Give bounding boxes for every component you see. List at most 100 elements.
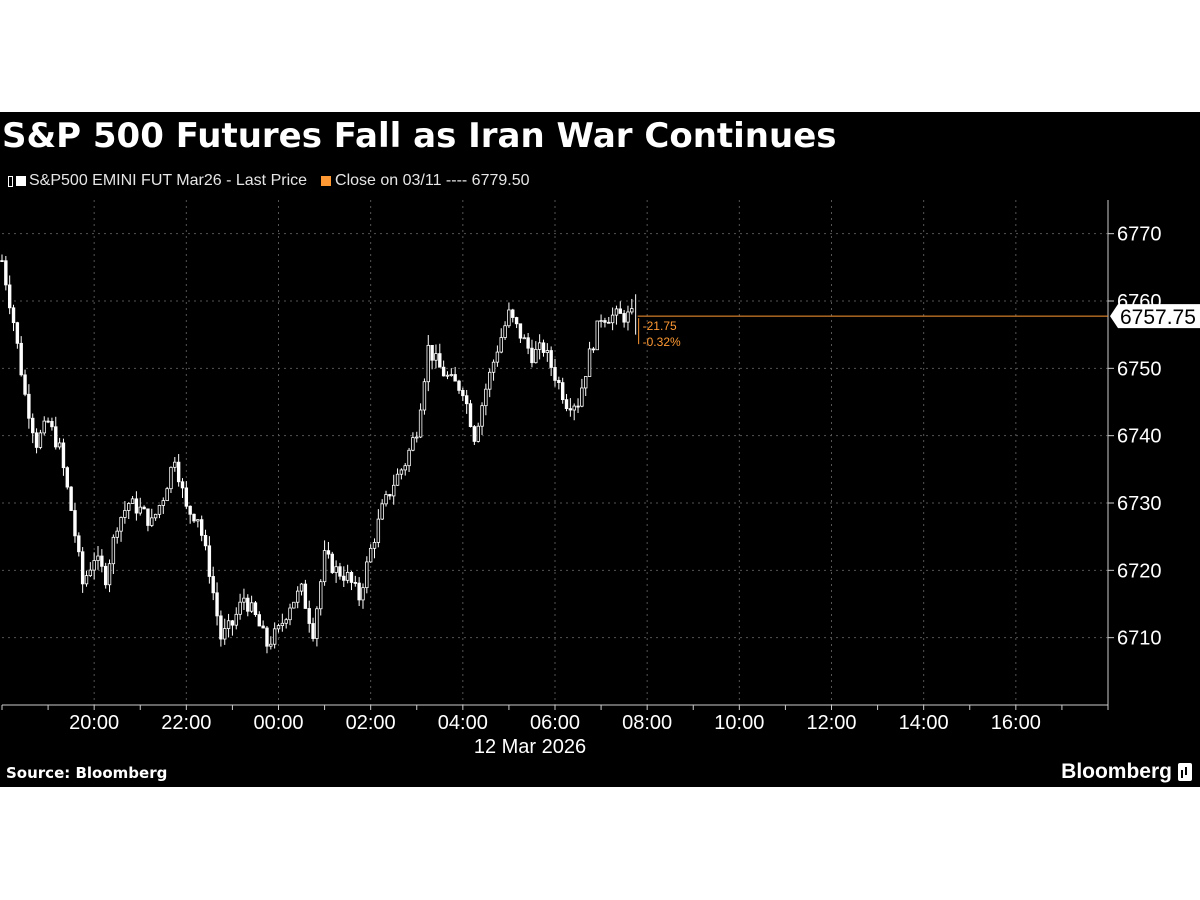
- candle-body: [607, 321, 611, 324]
- candle-body: [480, 405, 484, 427]
- candle-body: [476, 425, 480, 442]
- candle-body: [192, 513, 196, 522]
- candle-body: [395, 473, 400, 486]
- candle-body: [599, 320, 603, 322]
- candle-body: [557, 379, 561, 383]
- candle-body: [622, 313, 626, 323]
- candle-body: [211, 576, 215, 594]
- candle-body: [0, 260, 4, 263]
- candle-body: [92, 560, 96, 571]
- candles: [0, 254, 637, 654]
- candle-body: [457, 380, 461, 391]
- candle-body: [27, 393, 31, 419]
- candle-body: [422, 381, 427, 411]
- candle-body: [73, 510, 77, 537]
- candle-body: [541, 342, 546, 353]
- candle-body: [134, 498, 139, 514]
- candle-body: [50, 421, 54, 428]
- chart-title: S&P 500 Futures Fall as Iran War Continu…: [2, 116, 837, 156]
- change-abs-label: -21.75: [643, 319, 677, 333]
- candle-body: [84, 575, 89, 585]
- legend-label-price: S&P500 EMINI FUT Mar26 - Last Price: [29, 172, 308, 189]
- candle-body: [284, 619, 288, 624]
- candle-body: [184, 487, 189, 507]
- candle-body: [7, 284, 12, 309]
- candle-body: [19, 342, 23, 376]
- candle-body: [438, 353, 442, 368]
- source-label: Source: Bloomberg: [6, 764, 168, 782]
- candle-body: [361, 587, 365, 601]
- candle-body: [499, 337, 503, 353]
- x-tick-label: 22:00: [161, 712, 211, 734]
- candle-body: [630, 308, 634, 313]
- candle-body: [61, 442, 66, 469]
- candle-body: [299, 583, 304, 592]
- candle-body: [376, 518, 381, 543]
- candle-body: [388, 494, 392, 497]
- candle-body: [461, 390, 465, 397]
- candle-body: [353, 582, 358, 584]
- candle-body: [434, 353, 438, 361]
- candle-body: [238, 601, 242, 615]
- candle-body: [253, 602, 258, 616]
- candle-body: [365, 561, 369, 589]
- candle-body: [560, 382, 565, 401]
- candle-body: [196, 519, 200, 522]
- candle-body: [249, 602, 254, 612]
- x-tick-label: 08:00: [622, 712, 672, 734]
- candle-body: [219, 615, 223, 640]
- candle-body: [407, 449, 411, 467]
- candle-body: [246, 597, 250, 612]
- candle-body: [526, 337, 530, 349]
- candle-body: [430, 344, 434, 361]
- candle-body: [65, 467, 69, 488]
- y-tick-label: 6770: [1117, 224, 1162, 246]
- candle-body: [215, 592, 219, 617]
- candle-body: [123, 510, 127, 518]
- candle-body: [207, 545, 212, 577]
- x-tick-label: 00:00: [253, 712, 303, 734]
- candle-body: [269, 643, 273, 647]
- candle-body: [161, 500, 165, 506]
- candle-body: [272, 628, 277, 645]
- white-swatch-icon: [16, 176, 26, 186]
- candle-body: [176, 461, 181, 483]
- candle-body: [265, 627, 269, 647]
- candle-body: [345, 571, 350, 581]
- candle-body: [130, 498, 135, 504]
- candle-body: [514, 317, 519, 325]
- candle-body: [157, 505, 162, 515]
- candle-body: [368, 547, 373, 563]
- candle-body: [357, 582, 361, 601]
- y-tick-label: 6740: [1117, 426, 1162, 448]
- candle-body: [568, 408, 573, 411]
- candle-body: [142, 506, 146, 510]
- candle-body: [338, 566, 342, 577]
- candle-body: [441, 366, 446, 377]
- x-date-label: 12 Mar 2026: [474, 736, 586, 758]
- candle-body: [311, 623, 315, 639]
- candle-body: [203, 534, 208, 547]
- candle-body: [127, 503, 131, 511]
- candle-body: [426, 344, 430, 383]
- y-tick-label: 6750: [1117, 358, 1162, 380]
- candle-body: [307, 608, 311, 624]
- gridlines: [2, 200, 1108, 705]
- candle-body: [530, 347, 534, 364]
- candle-body: [315, 608, 319, 639]
- candle-body: [507, 309, 511, 327]
- candle-body: [226, 620, 231, 629]
- x-tick-label: 06:00: [530, 712, 580, 734]
- candle-body: [488, 371, 492, 390]
- candle-body: [418, 409, 423, 438]
- legend-label-close: Close on 03/11 ---- 6779.50: [335, 172, 530, 189]
- candle-body: [534, 348, 538, 364]
- candle-body: [522, 337, 526, 340]
- x-tick-label: 02:00: [346, 712, 396, 734]
- brand: Bloomberg: [1061, 760, 1192, 784]
- orange-swatch-icon: [321, 176, 332, 186]
- candle-body: [372, 542, 377, 549]
- candle-body: [46, 420, 50, 423]
- candle-body: [34, 432, 39, 448]
- candle-body: [169, 466, 173, 490]
